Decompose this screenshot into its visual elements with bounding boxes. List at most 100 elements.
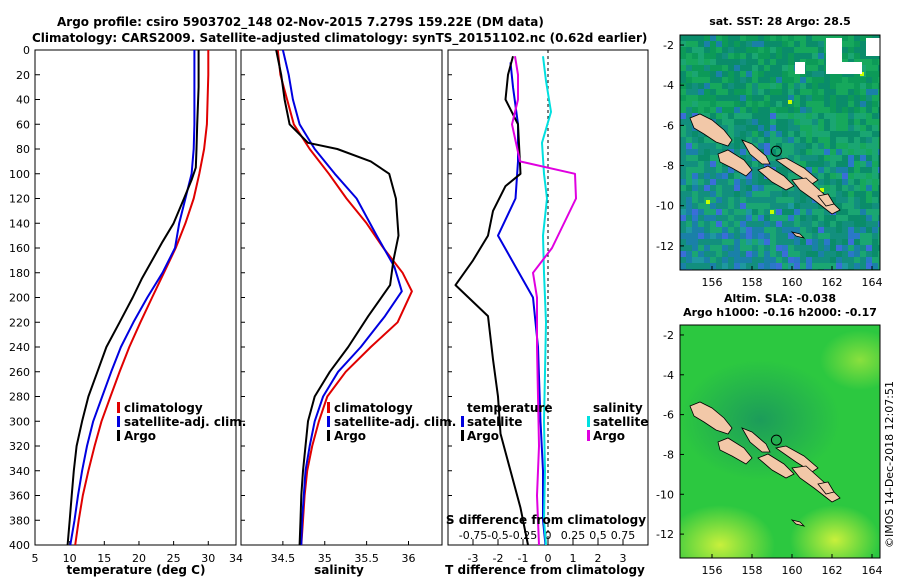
sst-cell bbox=[764, 227, 770, 233]
sst-cell bbox=[800, 125, 806, 131]
sst-cell bbox=[866, 227, 872, 233]
sst-cell bbox=[716, 215, 722, 221]
sst-cell bbox=[794, 221, 800, 227]
sst-cell bbox=[758, 41, 764, 47]
sst-cell bbox=[794, 227, 800, 233]
sst-cell bbox=[854, 119, 860, 125]
sst-cell bbox=[782, 131, 788, 137]
sst-cell bbox=[686, 89, 692, 95]
depth-tick-label: 400 bbox=[9, 539, 30, 552]
sst-cell bbox=[740, 83, 746, 89]
sst-cell bbox=[842, 209, 848, 215]
sst-cell bbox=[776, 95, 782, 101]
sst-cell bbox=[764, 107, 770, 113]
sst-cell bbox=[794, 137, 800, 143]
sst-cell bbox=[824, 233, 830, 239]
sst-cell bbox=[680, 89, 686, 95]
sst-cell bbox=[812, 113, 818, 119]
sst-cell bbox=[830, 185, 836, 191]
sst-cell bbox=[758, 257, 764, 263]
sst-cell bbox=[806, 35, 812, 41]
map-y-tick-label: -2 bbox=[663, 329, 674, 342]
depth-tick-label: 60 bbox=[16, 118, 30, 131]
sst-cell bbox=[698, 59, 704, 65]
sst-cell bbox=[764, 251, 770, 257]
sst-cell bbox=[698, 47, 704, 53]
sst-cell bbox=[704, 59, 710, 65]
sst-cell bbox=[812, 101, 818, 107]
sst-cell bbox=[818, 155, 824, 161]
sst-cell bbox=[800, 221, 806, 227]
sst-cell bbox=[824, 257, 830, 263]
sst-cell bbox=[770, 35, 776, 41]
sst-cell bbox=[686, 155, 692, 161]
sst-cell bbox=[776, 47, 782, 53]
sst-cell bbox=[692, 71, 698, 77]
sst-cell bbox=[704, 263, 710, 269]
sst-cell bbox=[818, 47, 824, 53]
sst-cell bbox=[854, 257, 860, 263]
sst-cell bbox=[782, 77, 788, 83]
missing-data-patch bbox=[795, 62, 805, 74]
sst-cell bbox=[770, 227, 776, 233]
sst-cell bbox=[812, 125, 818, 131]
sst-cell bbox=[866, 71, 872, 77]
sst-cell bbox=[836, 263, 842, 269]
sst-cell bbox=[704, 137, 710, 143]
sst-cell bbox=[830, 83, 836, 89]
sst-cell bbox=[692, 167, 698, 173]
sst-cell bbox=[830, 143, 836, 149]
sst-cell bbox=[752, 263, 758, 269]
sst-cell bbox=[746, 221, 752, 227]
sst-cell bbox=[848, 77, 854, 83]
sst-cell bbox=[740, 215, 746, 221]
legend-swatch-s-argo bbox=[587, 430, 590, 441]
sst-cell bbox=[776, 149, 782, 155]
sst-cell bbox=[878, 239, 880, 245]
sst-cell bbox=[752, 137, 758, 143]
sst-cell bbox=[776, 131, 782, 137]
sst-cell bbox=[806, 113, 812, 119]
sst-cell bbox=[848, 125, 854, 131]
sst-cell bbox=[824, 143, 830, 149]
sst-cell bbox=[740, 125, 746, 131]
sst-cell bbox=[680, 77, 686, 83]
sst-cell bbox=[680, 185, 686, 191]
sst-cell bbox=[680, 53, 686, 59]
sst-cell bbox=[860, 119, 866, 125]
sst-cell bbox=[710, 41, 716, 47]
sst-cell bbox=[704, 101, 710, 107]
sst-cell bbox=[806, 155, 812, 161]
map-x-tick-label: 160 bbox=[782, 276, 803, 289]
sst-cell bbox=[734, 71, 740, 77]
sst-cell bbox=[836, 227, 842, 233]
sst-cell bbox=[746, 107, 752, 113]
sst-cell bbox=[860, 143, 866, 149]
sst-cell bbox=[854, 137, 860, 143]
sst-cell bbox=[812, 209, 818, 215]
sla-map-title-1: Altim. SLA: -0.038 bbox=[724, 292, 836, 305]
sst-cell bbox=[860, 245, 866, 251]
sst-cell bbox=[806, 245, 812, 251]
sst-cell bbox=[746, 263, 752, 269]
sst-cell bbox=[704, 71, 710, 77]
sst-cell bbox=[746, 179, 752, 185]
x-tick-label: 35 bbox=[318, 552, 332, 565]
sst-cell bbox=[734, 197, 740, 203]
sst-cell bbox=[776, 245, 782, 251]
sst-cell bbox=[812, 65, 818, 71]
sst-cell bbox=[752, 125, 758, 131]
sst-cell bbox=[728, 233, 734, 239]
sst-cell bbox=[818, 173, 824, 179]
sst-cell bbox=[680, 131, 686, 137]
sst-cell bbox=[686, 257, 692, 263]
sst-cell bbox=[758, 107, 764, 113]
sst-cell bbox=[824, 221, 830, 227]
sst-cell bbox=[788, 221, 794, 227]
sst-cell bbox=[764, 191, 770, 197]
sst-cell bbox=[770, 137, 776, 143]
sst-cell bbox=[848, 209, 854, 215]
salinity-panel: 34.5 35 35.5 36 salinity climatology satell… bbox=[240, 49, 456, 577]
sst-cell bbox=[710, 47, 716, 53]
sst-cell bbox=[770, 89, 776, 95]
